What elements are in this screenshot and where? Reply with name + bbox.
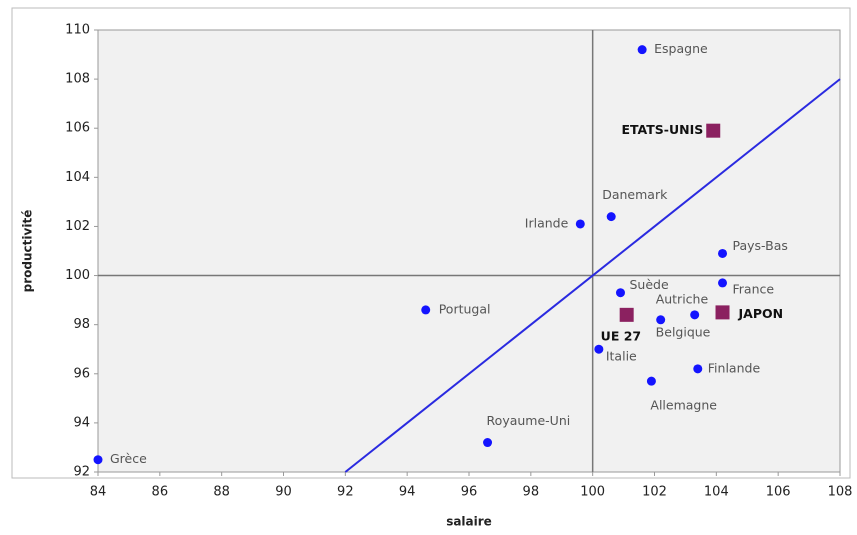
y-tick-label: 98	[73, 317, 90, 332]
x-tick-label: 86	[152, 485, 169, 500]
point	[718, 278, 728, 288]
point-label: Pays-Bas	[733, 238, 788, 253]
point	[421, 305, 431, 315]
x-tick-label: 108	[828, 485, 853, 500]
point	[690, 310, 700, 320]
point-label: Autriche	[656, 291, 709, 306]
point-label: ETATS-UNIS	[621, 122, 703, 137]
point-label: Finlande	[708, 360, 761, 375]
point	[594, 344, 604, 354]
point	[715, 305, 730, 320]
x-tick-label: 96	[461, 485, 478, 500]
point-label: Allemagne	[650, 398, 717, 413]
point	[483, 438, 493, 448]
x-axis-title: salaire	[446, 515, 492, 529]
x-tick-label: 84	[90, 485, 107, 500]
point-label: Grèce	[110, 451, 147, 466]
point	[575, 219, 585, 229]
point-label: UE 27	[601, 328, 641, 343]
point	[637, 45, 647, 55]
y-tick-label: 106	[65, 121, 90, 136]
point-label: Portugal	[439, 301, 491, 316]
x-tick-label: 102	[642, 485, 667, 500]
x-tick-label: 88	[213, 485, 230, 500]
point	[615, 288, 625, 298]
plot-area	[97, 29, 841, 473]
point	[606, 212, 616, 222]
point-label: Belgique	[656, 324, 711, 339]
y-axis-title: productivité	[21, 210, 35, 293]
x-tick-label: 106	[766, 485, 791, 500]
point-label: JAPON	[738, 306, 784, 321]
x-tick-label: 92	[337, 485, 354, 500]
y-tick-label: 100	[65, 268, 90, 283]
point-label: Danemark	[602, 187, 668, 202]
point-label: Espagne	[654, 41, 708, 56]
x-tick-label: 100	[580, 485, 605, 500]
point	[646, 376, 656, 386]
point-label: Royaume-Uni	[487, 413, 571, 428]
point-label: France	[733, 281, 775, 296]
x-tick-label: 104	[704, 485, 729, 500]
point-label: Suède	[629, 277, 668, 292]
diagonal-line	[344, 78, 841, 473]
y-tick-label: 110	[65, 23, 90, 38]
point-label: Irlande	[525, 215, 569, 230]
point-label: Italie	[606, 349, 637, 364]
point	[693, 364, 703, 374]
point	[93, 455, 103, 465]
x-tick-label: 94	[399, 485, 416, 500]
point	[619, 307, 634, 322]
y-tick-label: 102	[65, 219, 90, 234]
point	[706, 123, 721, 138]
y-tick-label: 94	[73, 415, 90, 430]
x-tick-label: 90	[275, 485, 292, 500]
y-tick-label: 92	[73, 465, 90, 480]
y-tick-label: 108	[65, 72, 90, 87]
point	[656, 315, 666, 325]
y-tick-label: 96	[73, 366, 90, 381]
y-tick-label: 104	[65, 170, 90, 185]
point	[718, 248, 728, 258]
x-tick-label: 98	[523, 485, 540, 500]
